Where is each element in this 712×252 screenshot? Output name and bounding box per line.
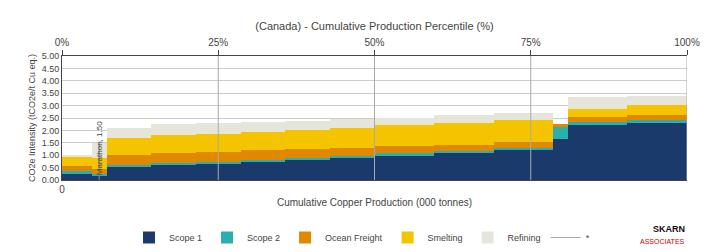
svg-text:Refining: Refining bbox=[508, 233, 541, 243]
svg-text:0%: 0% bbox=[55, 37, 70, 48]
svg-text:Cumulative Copper Production (: Cumulative Copper Production (000 tonnes… bbox=[277, 197, 472, 208]
svg-text:3.00: 3.00 bbox=[42, 101, 60, 111]
svg-text:0.50: 0.50 bbox=[42, 163, 60, 173]
svg-text:1.00: 1.00 bbox=[42, 150, 60, 160]
svg-text:4.50: 4.50 bbox=[42, 64, 60, 74]
svg-text:0.00: 0.00 bbox=[42, 175, 60, 185]
svg-text:2.50: 2.50 bbox=[42, 113, 60, 123]
svg-text:Scope 2: Scope 2 bbox=[247, 233, 280, 243]
svg-text:2.00: 2.00 bbox=[42, 126, 60, 136]
svg-text:Ocean Freight: Ocean Freight bbox=[325, 233, 383, 243]
svg-text:ASSOCIATES: ASSOCIATES bbox=[640, 238, 685, 245]
svg-text:75%: 75% bbox=[521, 37, 541, 48]
svg-text:25%: 25% bbox=[208, 37, 228, 48]
svg-text:Marathon, 1.50: Marathon, 1.50 bbox=[95, 121, 104, 175]
svg-text:100%: 100% bbox=[674, 37, 700, 48]
svg-text:CO2e Intensity (tCO2e/t Cu eq.: CO2e Intensity (tCO2e/t Cu eq.) bbox=[27, 54, 37, 182]
svg-text:SKARN: SKARN bbox=[653, 224, 685, 234]
svg-text:Scope 1: Scope 1 bbox=[169, 233, 202, 243]
svg-text:4.00: 4.00 bbox=[42, 76, 60, 86]
svg-text:1.50: 1.50 bbox=[42, 138, 60, 148]
svg-text:3.50: 3.50 bbox=[42, 88, 60, 98]
svg-text:50%: 50% bbox=[364, 37, 384, 48]
svg-text:Smelting: Smelting bbox=[428, 233, 463, 243]
svg-text:5.00: 5.00 bbox=[42, 51, 60, 61]
svg-text:0: 0 bbox=[59, 184, 65, 195]
svg-text:*: * bbox=[586, 233, 590, 243]
svg-text:(Canada) - Cumulative Producti: (Canada) - Cumulative Production Percent… bbox=[255, 20, 493, 32]
